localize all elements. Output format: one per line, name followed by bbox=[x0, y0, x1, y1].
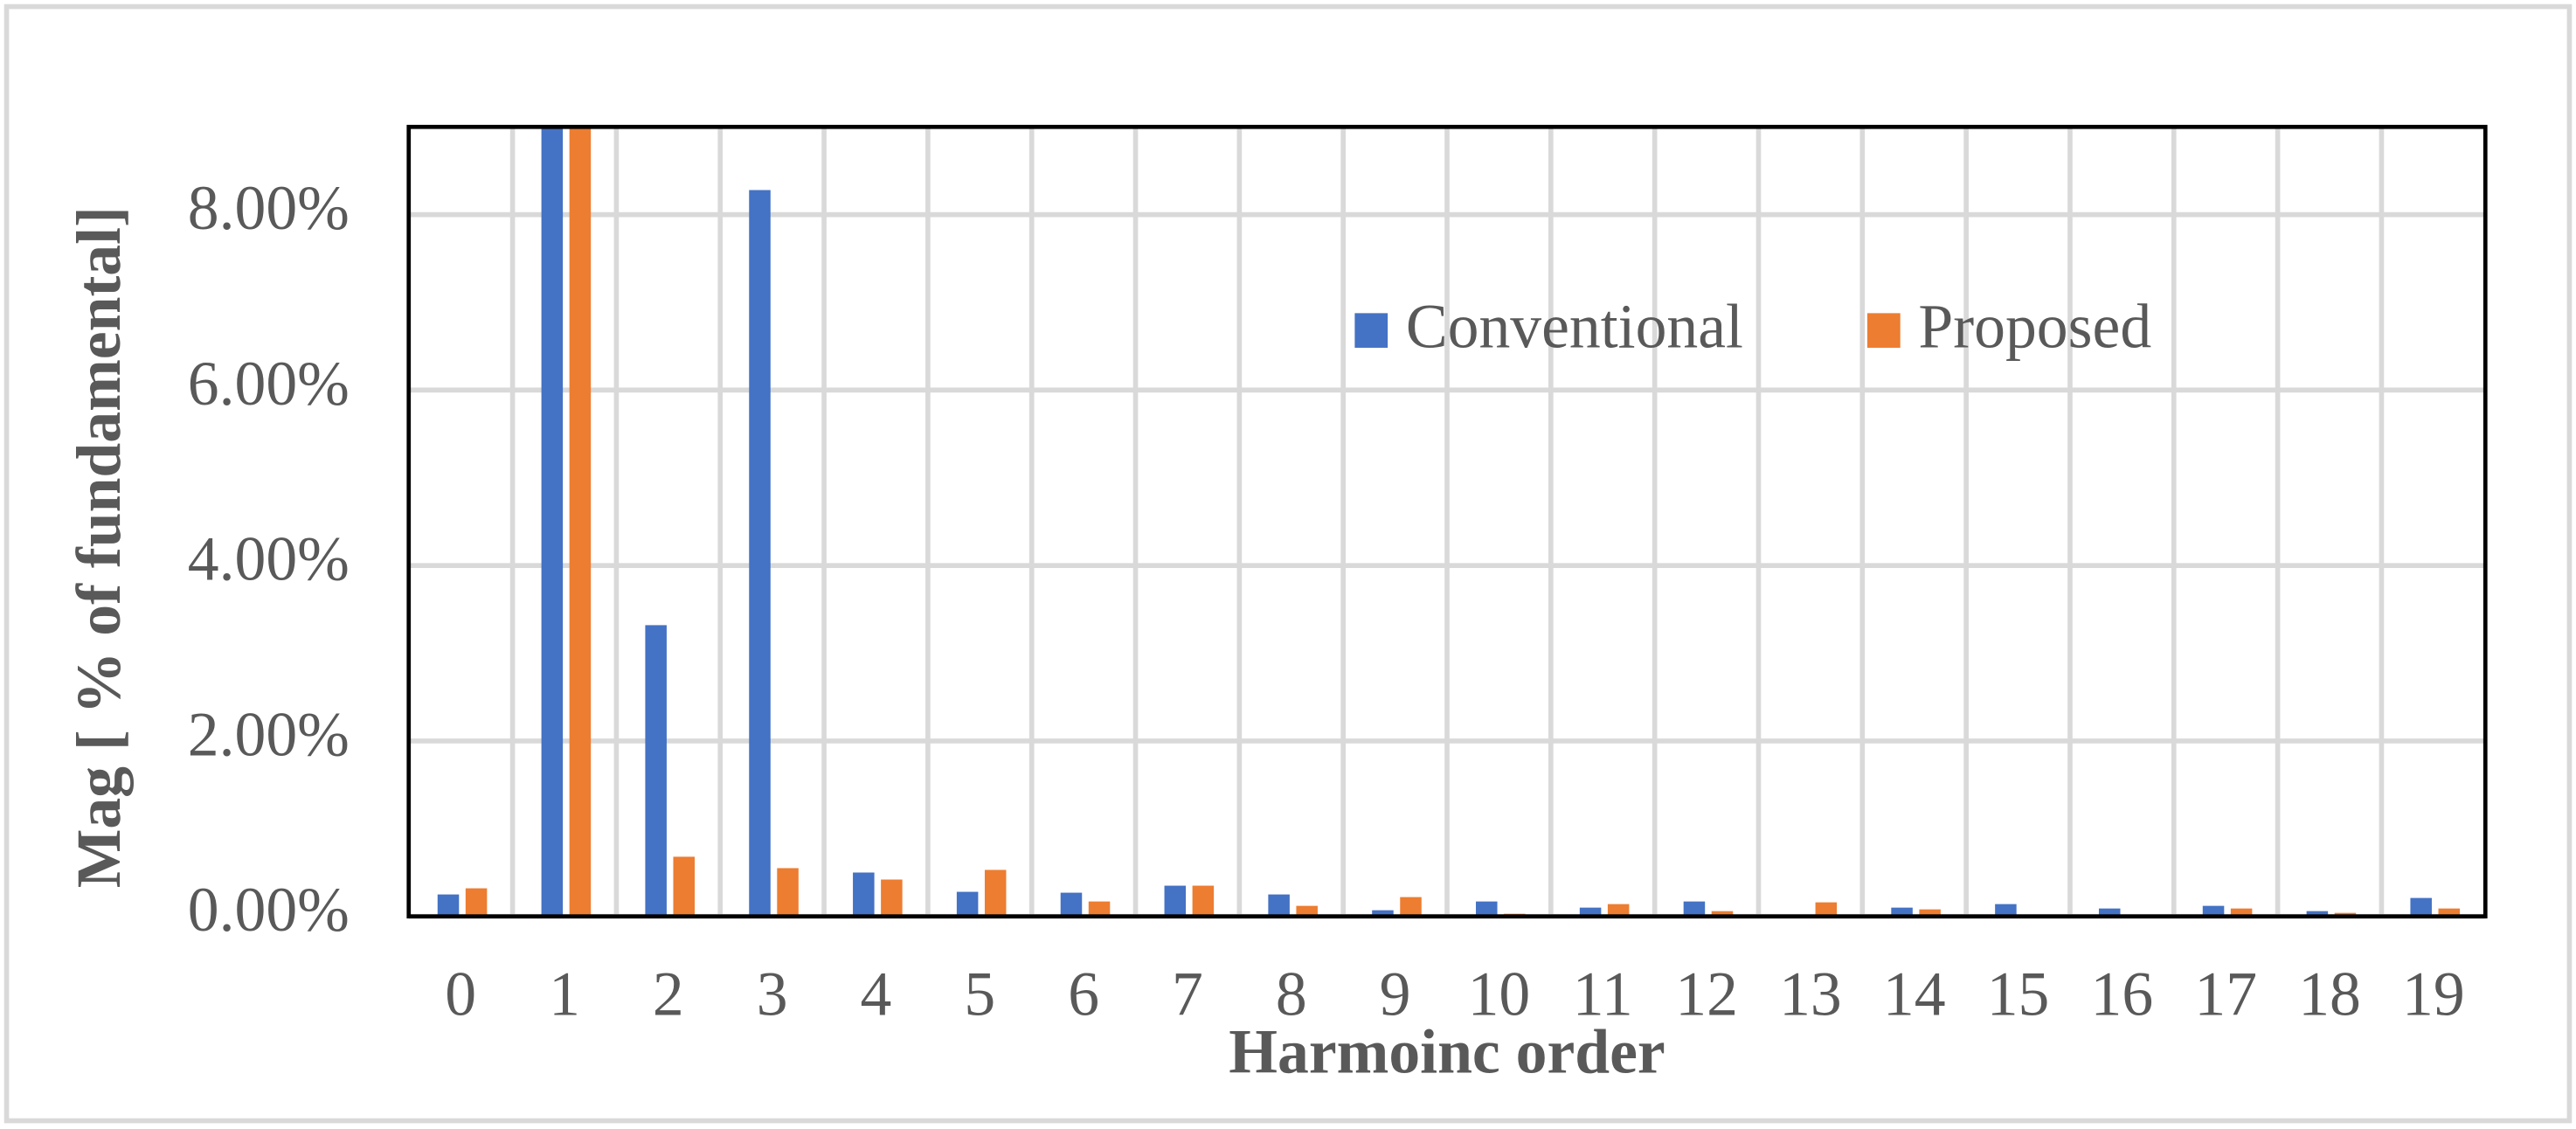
bar bbox=[1164, 885, 1187, 917]
x-tick-label: 4 bbox=[861, 959, 892, 1029]
bar bbox=[437, 894, 460, 917]
bar bbox=[1891, 907, 1913, 917]
x-tick-label: 11 bbox=[1573, 959, 1633, 1029]
bar bbox=[2438, 908, 2461, 917]
legend-swatch bbox=[1866, 313, 1901, 348]
y-tick-label: 6.00% bbox=[188, 349, 350, 419]
bar bbox=[645, 625, 667, 917]
x-tick-label: 6 bbox=[1068, 959, 1099, 1029]
bar bbox=[2230, 908, 2253, 917]
bar bbox=[1815, 902, 1838, 917]
bar bbox=[569, 127, 592, 917]
x-tick-label: 5 bbox=[964, 959, 995, 1029]
legend-label: Conventional bbox=[1406, 291, 1743, 361]
bar bbox=[984, 869, 1007, 917]
bar bbox=[2410, 897, 2432, 917]
bar bbox=[2306, 911, 2329, 917]
bar bbox=[2202, 905, 2225, 917]
bar bbox=[777, 868, 799, 917]
legend-swatch bbox=[1354, 313, 1388, 348]
bar bbox=[541, 127, 564, 917]
bar bbox=[1088, 901, 1111, 917]
x-tick-label: 18 bbox=[2298, 959, 2361, 1029]
x-tick-label: 12 bbox=[1675, 959, 1738, 1029]
x-tick-label: 16 bbox=[2091, 959, 2154, 1029]
bar bbox=[1192, 885, 1215, 917]
plot-frame bbox=[406, 124, 2488, 919]
x-tick-label: 2 bbox=[653, 959, 684, 1029]
y-axis-title: Mag [ % of fundamental] bbox=[64, 206, 134, 888]
x-tick-label: 15 bbox=[1987, 959, 2050, 1029]
bar bbox=[1919, 909, 1941, 917]
bar bbox=[749, 190, 771, 917]
x-tick-label: 13 bbox=[1779, 959, 1842, 1029]
y-tick-label: 2.00% bbox=[188, 699, 350, 769]
bar bbox=[1476, 901, 1498, 917]
bar bbox=[1995, 904, 2017, 917]
x-tick-label: 19 bbox=[2402, 959, 2465, 1029]
x-tick-label: 9 bbox=[1380, 959, 1411, 1029]
x-tick-label: 0 bbox=[445, 959, 476, 1029]
y-tick-label: 0.00% bbox=[188, 875, 350, 945]
bar bbox=[1060, 892, 1083, 917]
bar bbox=[1711, 911, 1734, 917]
bar bbox=[853, 872, 875, 917]
bar bbox=[1268, 894, 1290, 917]
bar bbox=[1400, 897, 1422, 917]
bar bbox=[1296, 905, 1318, 917]
x-tick-label: 7 bbox=[1172, 959, 1203, 1029]
bar bbox=[465, 888, 488, 917]
x-tick-label: 10 bbox=[1468, 959, 1531, 1029]
y-tick-label: 4.00% bbox=[188, 524, 350, 594]
bar bbox=[1372, 910, 1394, 917]
bar bbox=[2098, 908, 2121, 917]
bar bbox=[1683, 901, 1706, 917]
bar bbox=[1579, 907, 1602, 917]
bar bbox=[673, 856, 695, 917]
x-tick-label: 14 bbox=[1883, 959, 1946, 1029]
bar bbox=[1607, 904, 1630, 917]
bar bbox=[881, 879, 903, 917]
x-tick-label: 1 bbox=[549, 959, 580, 1029]
y-tick-label: 8.00% bbox=[188, 173, 350, 243]
x-tick-label: 3 bbox=[757, 959, 788, 1029]
x-axis-title: Harmoinc order bbox=[1229, 1016, 1665, 1086]
bar bbox=[956, 891, 979, 917]
x-tick-label: 8 bbox=[1276, 959, 1307, 1029]
x-tick-label: 17 bbox=[2194, 959, 2257, 1029]
legend-label: Proposed bbox=[1918, 291, 2151, 361]
